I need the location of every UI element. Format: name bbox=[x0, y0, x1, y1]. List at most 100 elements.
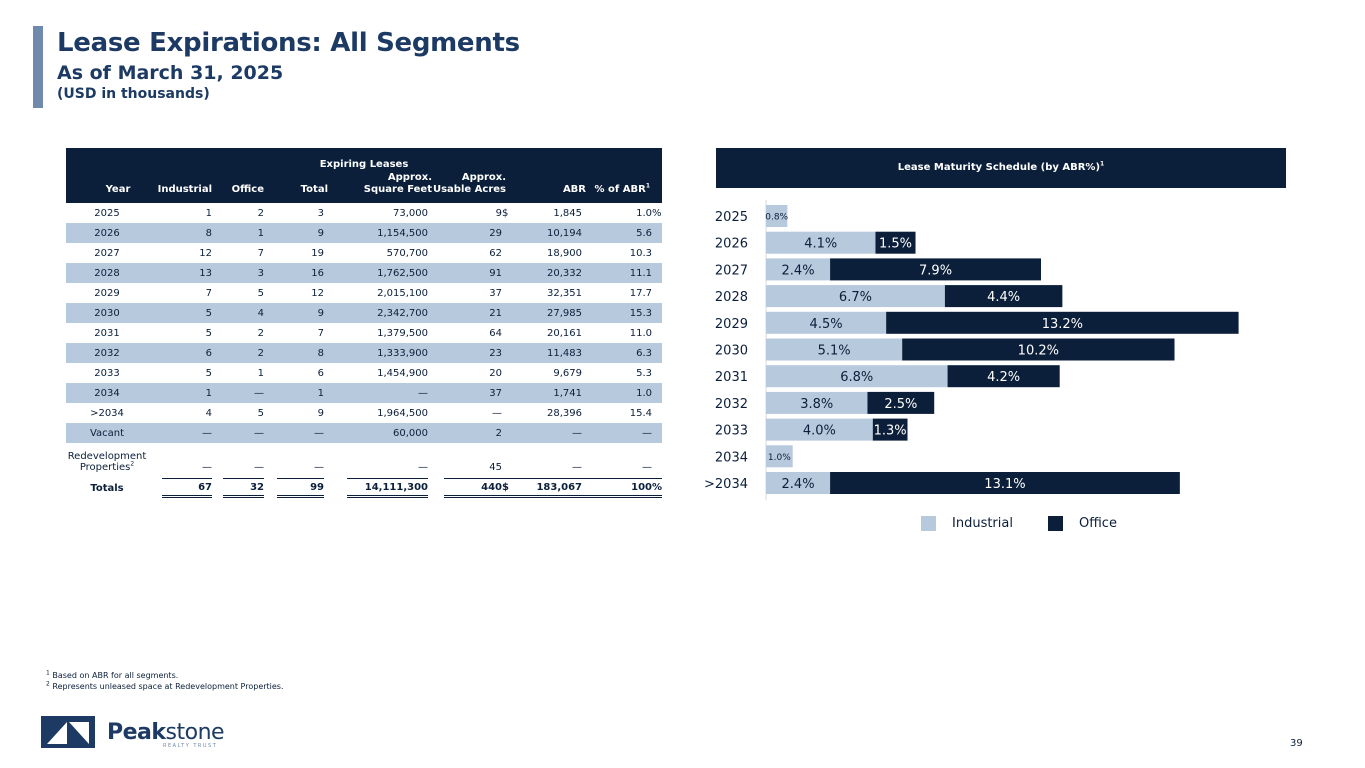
table-row: Vacant — — —60,000 2— — bbox=[66, 423, 662, 443]
cell-office: 4 bbox=[212, 303, 264, 323]
cell-office: — bbox=[212, 423, 264, 443]
y-tick-label: 2034 bbox=[715, 450, 748, 465]
col-office: Office bbox=[231, 184, 264, 195]
bar-industrial bbox=[766, 338, 903, 361]
footnote-2: 2 Represents unleased space at Redevelop… bbox=[46, 680, 284, 691]
cell-office: — bbox=[212, 383, 264, 403]
data-label-industrial: 3.8% bbox=[800, 397, 833, 412]
y-tick-label: 2032 bbox=[715, 397, 748, 412]
cell-abr: 20,161 bbox=[547, 327, 582, 339]
y-tick-label: 2033 bbox=[715, 424, 748, 439]
cell-sqft: 2,342,700 bbox=[324, 303, 428, 323]
cell-acres: 91 bbox=[428, 263, 502, 283]
data-label-office: 13.1% bbox=[984, 477, 1025, 492]
legend-industrial-swatch bbox=[921, 516, 936, 531]
cell-pct: 15.3 bbox=[582, 303, 662, 323]
cell-sqft: 1,154,500 bbox=[324, 223, 428, 243]
data-label-office: 13.2% bbox=[1042, 317, 1083, 332]
data-label-industrial: 6.7% bbox=[839, 290, 872, 305]
cell-acres: — bbox=[492, 407, 502, 419]
total-abr: $183,067 bbox=[502, 477, 582, 499]
table-row: 2030 5 4 9 2,342,700 21 27,985 15.3 bbox=[66, 303, 662, 323]
cell-pct: — bbox=[642, 462, 652, 473]
cell-total: 3 bbox=[317, 207, 324, 219]
cell-year: 2025 bbox=[94, 207, 120, 219]
total-year: Totals bbox=[90, 482, 124, 494]
cell-industrial: 8 bbox=[148, 223, 212, 243]
data-label-industrial: 1.0% bbox=[768, 453, 791, 463]
cell-year: 2029 bbox=[94, 287, 120, 299]
bar-office bbox=[830, 258, 1042, 281]
cell-year: 2030 bbox=[66, 303, 148, 323]
data-label-office: 2.5% bbox=[884, 397, 917, 412]
expirations-table-body: 2025 1 2 3 73,000 9 $1,845 1.0% 2026 8 1 9 1,154,500… bbox=[66, 203, 662, 499]
data-label-industrial: 4.0% bbox=[803, 424, 836, 439]
total-acres: 440 bbox=[428, 477, 502, 499]
cell-total: 9 bbox=[264, 223, 324, 243]
cell-industrial: 6 bbox=[148, 343, 212, 363]
cell-acres: 64 bbox=[489, 327, 502, 339]
bar-industrial bbox=[766, 205, 788, 227]
cell-office: 3 bbox=[212, 263, 264, 283]
cell-year: 2026 bbox=[66, 223, 148, 243]
cell-office: 2 bbox=[212, 343, 264, 363]
cell-sqft: 1,333,900 bbox=[324, 343, 428, 363]
col-abr: ABR bbox=[562, 184, 586, 195]
cell-acres: 23 bbox=[428, 343, 502, 363]
cell-year: 2033 bbox=[94, 367, 120, 379]
y-tick-label: 2025 bbox=[715, 210, 748, 225]
cell-total: 8 bbox=[264, 343, 324, 363]
footnotes: 1 Based on ABR for all segments. 2 Repre… bbox=[46, 670, 284, 692]
table-row: 2028 13 3 16 1,762,500 91 20,332 11.1 bbox=[66, 263, 662, 283]
cell-abr: 1,741 bbox=[502, 383, 582, 403]
cell-pct: — bbox=[582, 423, 662, 443]
legend-industrial: Industrial bbox=[921, 516, 1013, 531]
legend-office: Office bbox=[1048, 516, 1117, 531]
data-label-industrial: 2.4% bbox=[782, 263, 815, 278]
lease-expirations-table: Expiring Leases Year Industrial Office T… bbox=[66, 148, 662, 499]
col-total: Total bbox=[300, 184, 328, 195]
cell-industrial: 7 bbox=[205, 287, 212, 299]
bar-office bbox=[867, 391, 935, 414]
data-label-industrial: 5.1% bbox=[818, 344, 851, 359]
title-accent-bar bbox=[33, 26, 43, 108]
table-header: Expiring Leases Year Industrial Office T… bbox=[66, 148, 662, 203]
bar-office bbox=[947, 365, 1060, 388]
bar-office bbox=[886, 311, 1239, 334]
table-row: 2031 5 2 7 1,379,500 64 20,161 11.0 bbox=[66, 323, 662, 343]
cell-total: 6 bbox=[317, 367, 324, 379]
cell-office: 1 bbox=[257, 367, 264, 379]
data-label-industrial: 4.5% bbox=[810, 317, 843, 332]
bar-industrial bbox=[766, 418, 873, 441]
cell-sqft: 1,762,500 bbox=[324, 263, 428, 283]
bar-industrial bbox=[766, 365, 948, 388]
cell-sqft: 2,015,100 bbox=[377, 287, 428, 299]
cell-industrial: 12 bbox=[199, 247, 212, 259]
logo-subtitle: REALTY TRUST bbox=[163, 743, 218, 749]
cell-sqft: 1,379,500 bbox=[377, 327, 428, 339]
data-label-office: 10.2% bbox=[1018, 344, 1059, 359]
cell-sqft: 1,964,500 bbox=[377, 407, 428, 419]
cell-total: 1 bbox=[264, 383, 324, 403]
cell-total: — bbox=[314, 462, 324, 473]
table-row: >2034 4 5 9 1,964,500 — 28,396 15.4 bbox=[66, 403, 662, 423]
cell-year: 2027 bbox=[94, 247, 120, 259]
total-total: 99 bbox=[264, 477, 324, 499]
cell-sqft: 60,000 bbox=[324, 423, 428, 443]
cell-year: 2028 bbox=[66, 263, 148, 283]
y-tick-label: >2034 bbox=[704, 477, 748, 492]
bar-office bbox=[875, 231, 916, 254]
cell-abr: 9,679 bbox=[553, 367, 582, 379]
cell-acres: 45 bbox=[489, 462, 502, 473]
cell-industrial: — bbox=[202, 462, 212, 473]
bar-office bbox=[830, 472, 1180, 494]
cell-industrial: 5 bbox=[205, 367, 212, 379]
cell-abr: 27,985 bbox=[502, 303, 582, 323]
cell-acres: 9 bbox=[495, 207, 502, 219]
cell-year: Redevelopment Properties2 bbox=[67, 451, 147, 473]
bar-industrial bbox=[766, 231, 876, 254]
data-label-office: 1.5% bbox=[879, 237, 912, 252]
bar-industrial bbox=[766, 285, 945, 308]
cell-abr: 10,194 bbox=[502, 223, 582, 243]
legend-office-label: Office bbox=[1079, 516, 1117, 531]
